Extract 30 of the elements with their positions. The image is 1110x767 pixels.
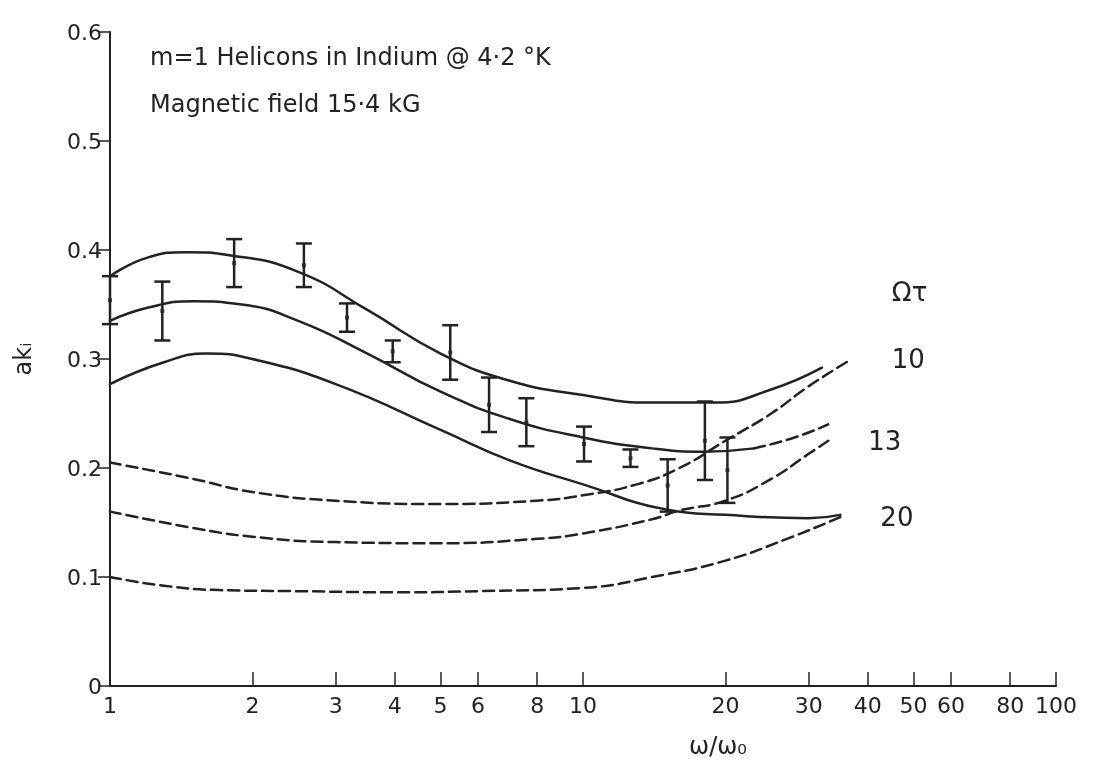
x-tick-label: 50: [899, 692, 928, 718]
x-tick-label: 5: [433, 692, 448, 718]
annotation: Magnetic field 15·4 kG: [150, 90, 421, 118]
x-tick-label: 80: [996, 692, 1025, 718]
x-tick-label: 6: [471, 692, 486, 718]
x-tick-label: 60: [937, 692, 966, 718]
x-axis-title: ω/ω₀: [689, 732, 747, 760]
x-tick-label: 8: [530, 692, 545, 718]
series-label: 10: [891, 344, 925, 374]
x-tick-label: 4: [387, 692, 402, 718]
x-tick-label: 100: [1035, 692, 1077, 718]
y-tick-label: 0.5: [67, 128, 102, 154]
annotation: m=1 Helicons in Indium @ 4·2 °K: [150, 43, 553, 71]
x-tick-label: 40: [853, 692, 882, 718]
series-label: 20: [880, 502, 914, 533]
x-tick-label: 1: [103, 692, 117, 718]
y-tick-label: 0.1: [67, 564, 102, 590]
legend-title: Ωτ: [891, 277, 928, 307]
x-tick-label: 10: [569, 692, 597, 718]
x-tick-label: 30: [794, 692, 823, 718]
y-tick-label: 0.4: [67, 237, 102, 263]
y-axis-title: akᵢ: [9, 342, 37, 376]
y-tick-label: 0.6: [67, 19, 102, 45]
y-tick-label: 0.3: [67, 346, 102, 372]
series-label: 13: [868, 425, 902, 456]
x-tick-label: 3: [328, 692, 343, 718]
y-tick-label: 0.2: [67, 455, 102, 481]
x-tick-label: 20: [711, 692, 740, 718]
y-tick-label: 0: [88, 673, 102, 699]
x-tick-label: 2: [245, 692, 260, 718]
